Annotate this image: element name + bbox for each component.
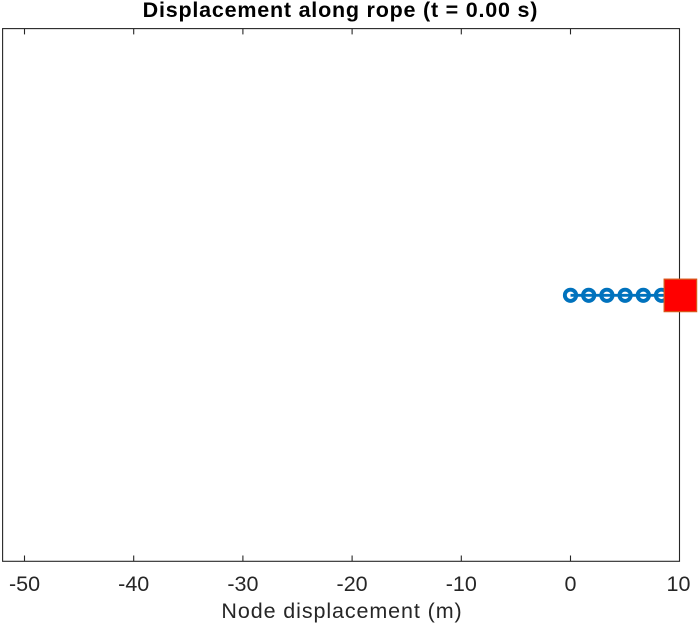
svg-text:0: 0 <box>565 572 577 596</box>
svg-text:-20: -20 <box>337 572 368 596</box>
svg-text:-10: -10 <box>446 572 477 596</box>
svg-text:-40: -40 <box>118 572 149 596</box>
svg-text:Displacement along rope (t = 0: Displacement along rope (t = 0.00 s) <box>143 0 538 22</box>
svg-text:-50: -50 <box>9 572 40 596</box>
svg-text:Node displacement (m): Node displacement (m) <box>221 599 462 623</box>
svg-text:10: 10 <box>667 572 691 596</box>
svg-text:-30: -30 <box>227 572 258 596</box>
